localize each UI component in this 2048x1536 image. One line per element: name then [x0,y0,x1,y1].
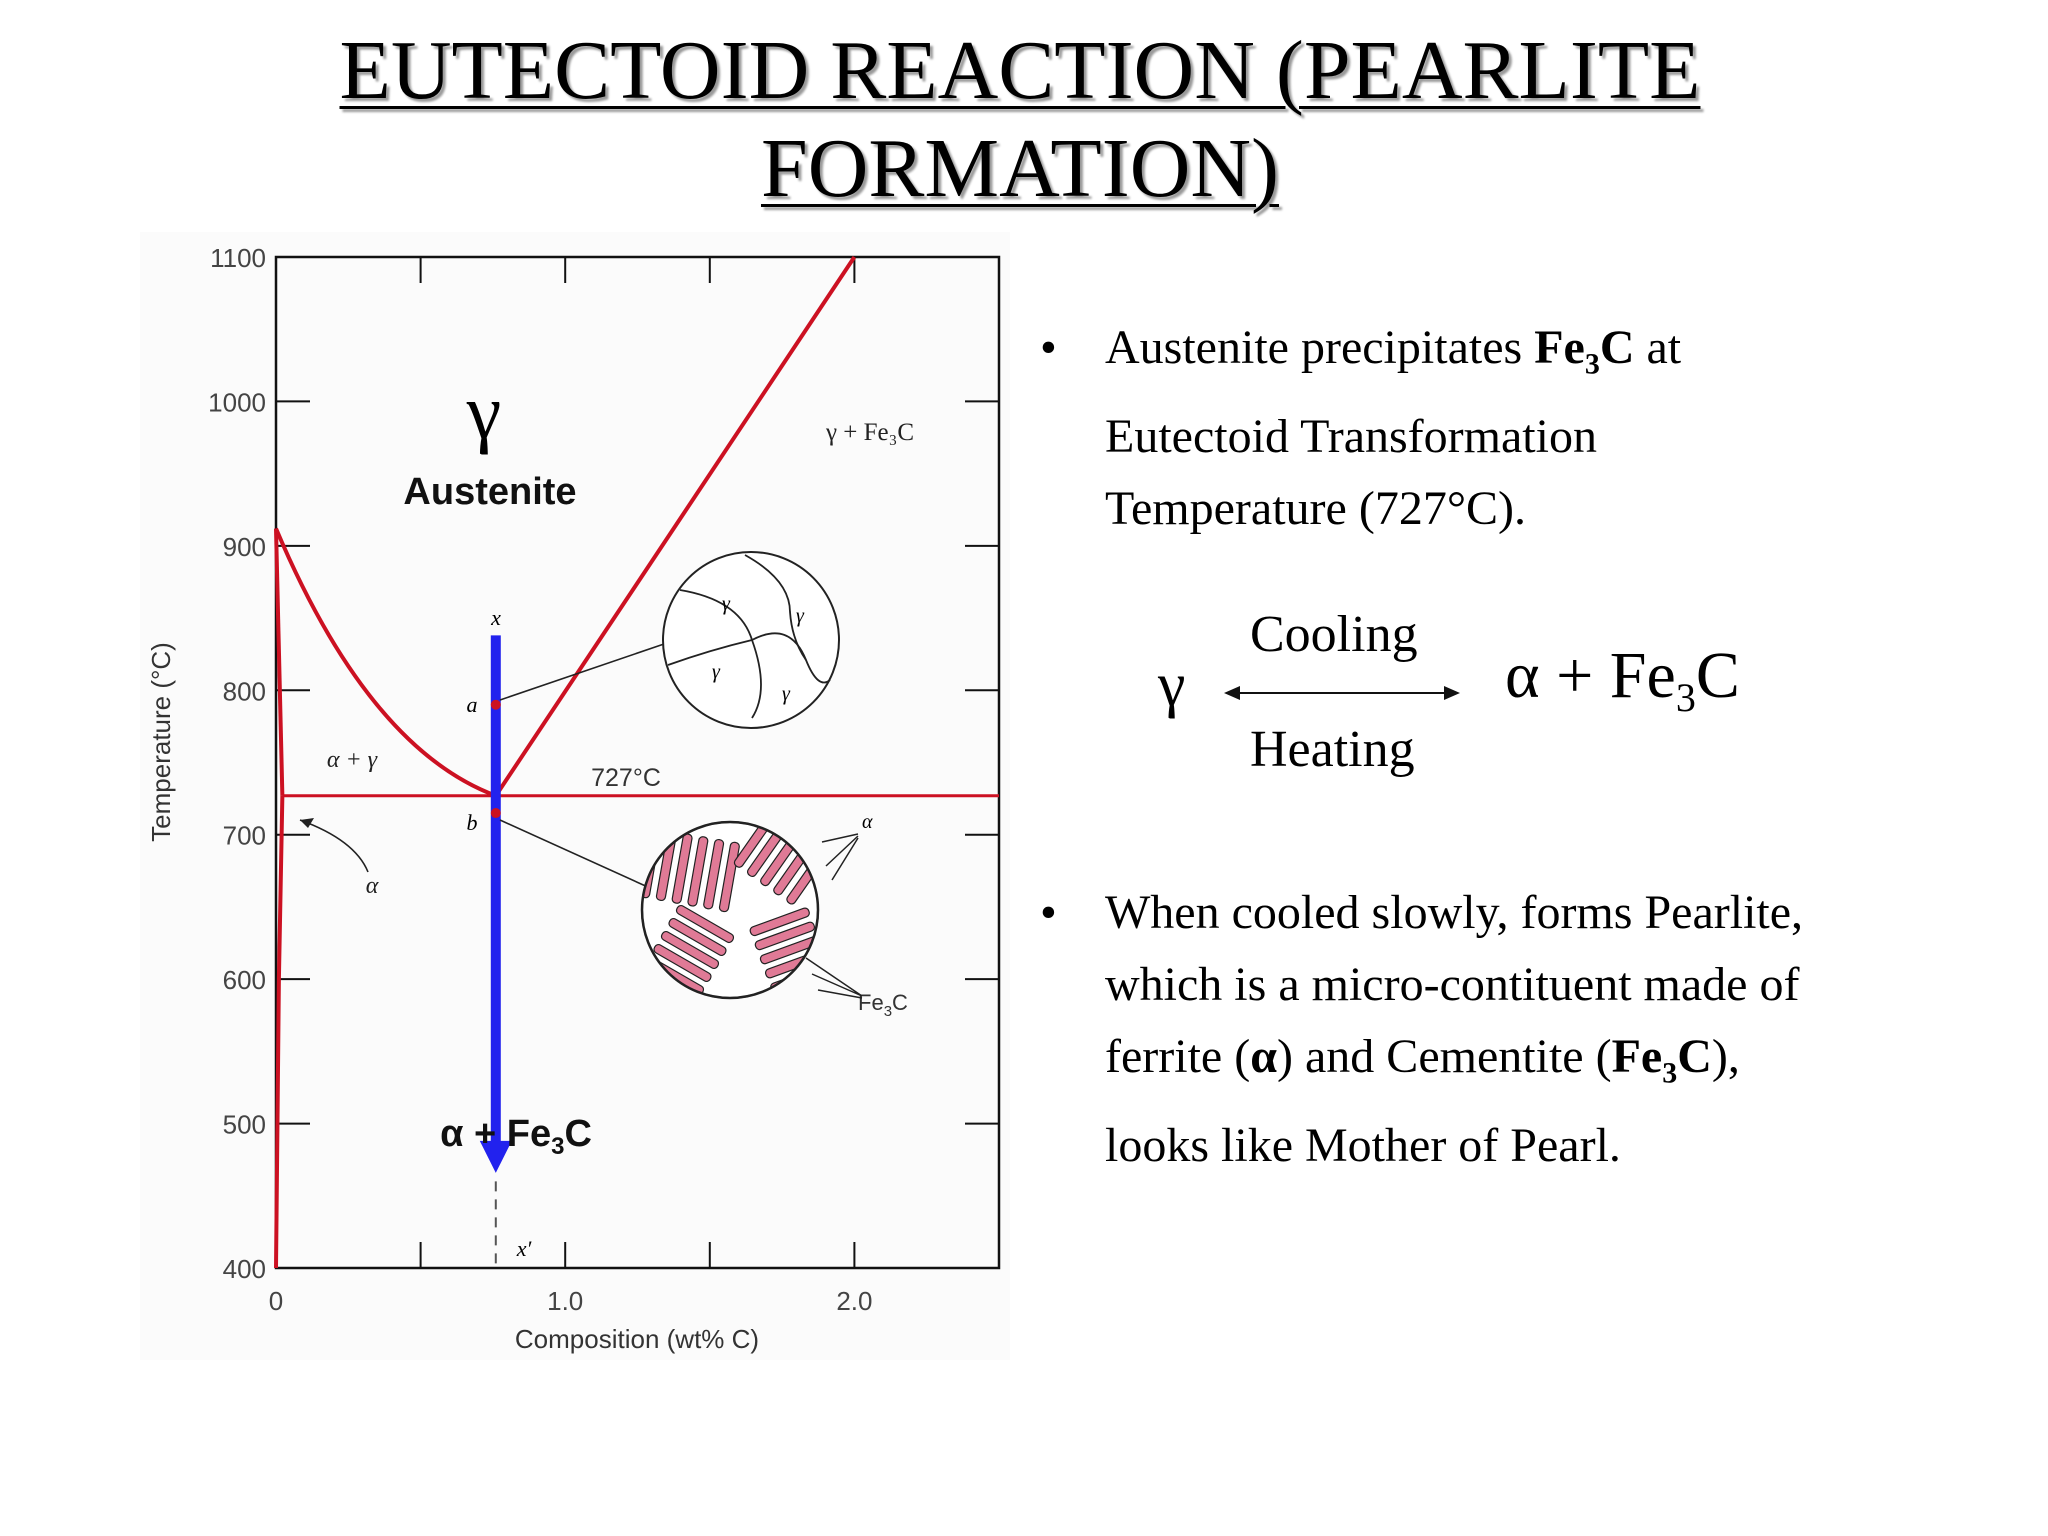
bullet-line: Eutectoid Transformation [1105,409,1597,463]
austenite-label: Austenite [403,471,576,513]
bullet-dot: • [1040,321,1057,374]
y-tick-label: 800 [223,676,266,706]
product-alpha-fe: α + Fe [1505,639,1676,712]
cementite-solvus-line [494,255,857,797]
point-b-leader [499,819,651,889]
y-tick-label: 400 [223,1254,266,1284]
bullet-dot: • [1040,886,1057,939]
cementite-lamella [671,833,693,904]
reaction-heating-label: Heating [1250,721,1415,778]
y-tick-label: 900 [223,532,266,562]
plot-frame [274,255,1001,1270]
x-axis-label: Composition (wt% C) [515,1324,759,1354]
grain-boundary [667,639,753,666]
y-tick-label: 600 [223,965,266,995]
cementite-lamella [718,841,740,913]
reaction-reactant: γ [1158,651,1186,719]
cementite-lamella [703,838,725,910]
micro-alpha-label: α [862,811,873,833]
y-tick-label: 1100 [210,243,266,273]
alpha-fe3c-region-label: α + Fe3C [440,1113,592,1160]
slide-title: EUTECTOID REACTION (PEARLITE FORMATION) [300,22,1740,218]
phase-boundaries [274,255,999,1269]
product-subscript: 3 [1675,675,1696,721]
y-tick-label: 500 [223,1110,266,1140]
cementite-lamella [660,930,720,970]
grain-gamma-label: γ [722,593,731,615]
reaction-cooling-label: Cooling [1250,606,1418,663]
cementite-lamella [653,943,712,983]
cementite-lamella [675,904,735,944]
y-tick-label: 1000 [208,387,266,417]
x-tick-label: 0 [269,1286,283,1316]
gamma-region-symbol: γ [466,368,501,455]
y-tick-label: 700 [223,821,266,851]
bullet-line: ferrite (α) and Cementite (Fe3C), [1105,1030,1740,1090]
bullet-line: Austenite precipitates Fe3C at [1105,321,1682,381]
axis-ticks [275,256,999,1269]
alpha-gamma-label: α + γ [327,747,378,773]
gamma-solvus-line [274,527,497,798]
point-b-label: b [467,810,478,835]
cooling-arrow-head [479,1140,512,1173]
gamma-fe3c-label: γ + Fe₃C [825,419,914,446]
cementite-lamella [754,921,816,951]
bullet-line: looks like Mother of Pearl. [1105,1118,1621,1172]
alpha-phase-label: α [366,873,379,899]
y-axis-label: Temperature (°C) [146,642,176,842]
grain-gamma-label: γ [796,605,805,627]
slide-title-line-1: EUTECTOID REACTION (PEARLITE [339,24,1701,117]
cementite-lamella [668,917,727,957]
grain-gamma-label: γ [782,683,791,705]
grain-gamma-label: γ [712,661,721,683]
bullet-line: which is a micro-contituent made of [1105,958,1800,1011]
alpha-solvus-line [274,795,285,1269]
alpha-leader-arrow [300,818,314,828]
alpha-leader-line [299,819,369,873]
cooling-path [479,635,512,1268]
alpha-gamma-line [274,528,285,796]
point-a-label: a [467,692,478,717]
bullet-line: When cooled slowly, forms Pearlite, [1105,886,1804,939]
point-a-leader [499,643,665,701]
point-marker [490,808,501,819]
eutectoid-temperature-label: 727°C [591,764,661,792]
x-tick-label: 2.0 [836,1286,872,1316]
cementite-lamella [759,935,818,965]
slide-title-line-2: FORMATION) [760,122,1280,215]
pearlite-circle-outline [640,820,820,1000]
point-x-label: x [490,605,501,630]
reaction-product: α + Fe3C [1505,638,1740,721]
micro-alpha-leaders [821,833,859,881]
grain-boundary [744,554,807,661]
cementite-lamella [749,907,810,937]
cementite-lamella [687,836,709,907]
point-marker [490,699,501,710]
point-x-prime-label: x′ [516,1236,533,1261]
reaction-double-arrow [1224,686,1460,700]
bullet-line: Temperature (727°C). [1105,481,1527,535]
micro-fe3c-leaders [805,957,863,999]
x-tick-label: 1.0 [547,1286,583,1316]
product-carbon: C [1695,639,1740,712]
austenite-micrograph: γ γ γ γ [499,551,840,729]
